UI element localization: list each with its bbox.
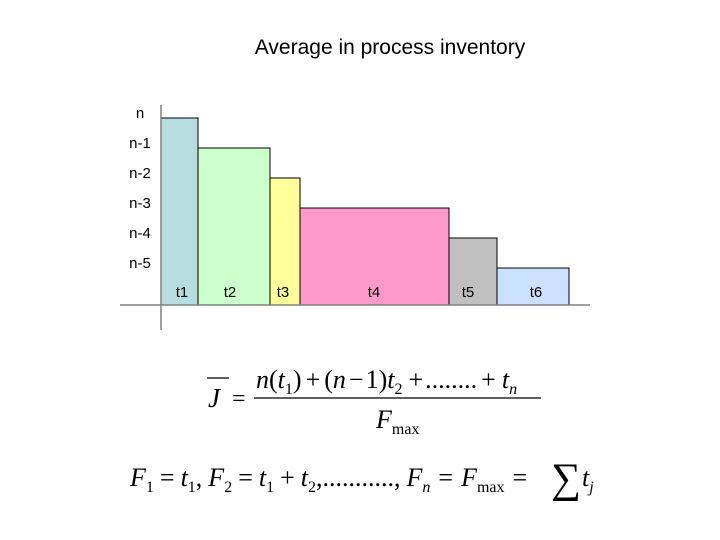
equals-sign: = [232, 386, 246, 412]
bar-t1 [160, 117, 199, 306]
one: 1 [366, 365, 379, 394]
t-symbol: t [301, 463, 309, 492]
f2-symbol: F [207, 463, 225, 492]
y-level-label: n [136, 105, 144, 122]
comma: , [394, 463, 401, 492]
f-symbol: F [460, 463, 478, 492]
close-paren: ) [293, 365, 302, 394]
open-paren: ( [324, 365, 333, 394]
close-paren: ) [379, 365, 388, 394]
subscript-2: 2 [395, 381, 403, 398]
subscript-max: max [392, 421, 420, 438]
plus-sign: + [409, 365, 424, 394]
plus-sign: + [280, 463, 295, 492]
equals-sign: = [160, 463, 175, 492]
t-j-term: tj [582, 463, 594, 496]
subscript-2: 2 [308, 479, 316, 496]
bar-label-group: t1 t2 t3 t4 t5 t6 [176, 284, 543, 301]
comma: , [316, 463, 323, 492]
subscript-1: 1 [188, 479, 196, 496]
bar-label-t3: t3 [277, 284, 290, 301]
y-level-label: n-1 [129, 135, 151, 152]
t-symbol: t [259, 463, 267, 492]
n-symbol: n [333, 365, 346, 394]
t-symbol: t [387, 365, 395, 394]
fn-symbol: F [406, 463, 424, 492]
bar-group [160, 117, 570, 306]
average-inventory-formula: J = n(t1) + (n −1)t2 +........ + tn Fmax [207, 365, 541, 438]
equals-sign: = [438, 463, 453, 492]
bar-label-t2: t2 [224, 284, 237, 301]
plus-sign: + [481, 365, 496, 394]
ellipsis: ........ [425, 365, 477, 394]
subscript-j: j [587, 479, 594, 496]
comma: , [196, 463, 203, 492]
bar-label-t4: t4 [368, 284, 381, 301]
t-symbol: t [582, 463, 590, 492]
bar-t2 [197, 147, 271, 306]
ellipsis: ........... [323, 463, 395, 492]
subscript-1: 1 [266, 479, 274, 496]
f-symbol: F [375, 405, 393, 434]
numerator: n(t1) + (n −1)t2 +........ + tn [256, 365, 517, 398]
t-symbol: t [181, 463, 189, 492]
flow-time-expression: F1 = t1, F2 = t1 + t2,..........., Fn = Fmax = [129, 463, 527, 496]
plus-sign: + [306, 365, 321, 394]
minus-sign: − [349, 365, 364, 394]
subscript-n: n [509, 381, 517, 398]
subscript-max: max [477, 479, 505, 496]
f1-symbol: F [129, 463, 147, 492]
denominator: Fmax [375, 405, 419, 438]
subscript-1: 1 [285, 381, 293, 398]
n-symbol: n [256, 365, 269, 394]
bar-label-t6: t6 [530, 284, 543, 301]
y-level-label: n-5 [129, 255, 151, 272]
y-level-labels: n n-1 n-2 n-3 n-4 n-5 [129, 105, 151, 272]
chart-title: Average in process inventory [254, 36, 526, 59]
bar-label-t1: t1 [176, 284, 189, 301]
j-symbol: J [208, 383, 222, 413]
equals-sign: = [238, 463, 253, 492]
y-level-label: n-2 [129, 165, 151, 182]
subscript-n: n [422, 479, 430, 496]
flow-time-formula: F1 = t1, F2 = t1 + t2,..........., Fn = Fmax = ∑ tj [129, 456, 594, 502]
subscript-1: 1 [146, 479, 154, 496]
bar-t6 [496, 267, 570, 306]
sum-symbol: ∑ [551, 456, 581, 502]
open-paren: ( [269, 365, 278, 394]
bar-label-t5: t5 [462, 284, 475, 301]
y-level-label: n-3 [129, 195, 151, 212]
y-level-label: n-4 [129, 225, 151, 242]
equals-sign: = [513, 463, 528, 492]
subscript-2: 2 [224, 479, 232, 496]
t-symbol: t [502, 365, 510, 394]
t-symbol: t [278, 365, 286, 394]
